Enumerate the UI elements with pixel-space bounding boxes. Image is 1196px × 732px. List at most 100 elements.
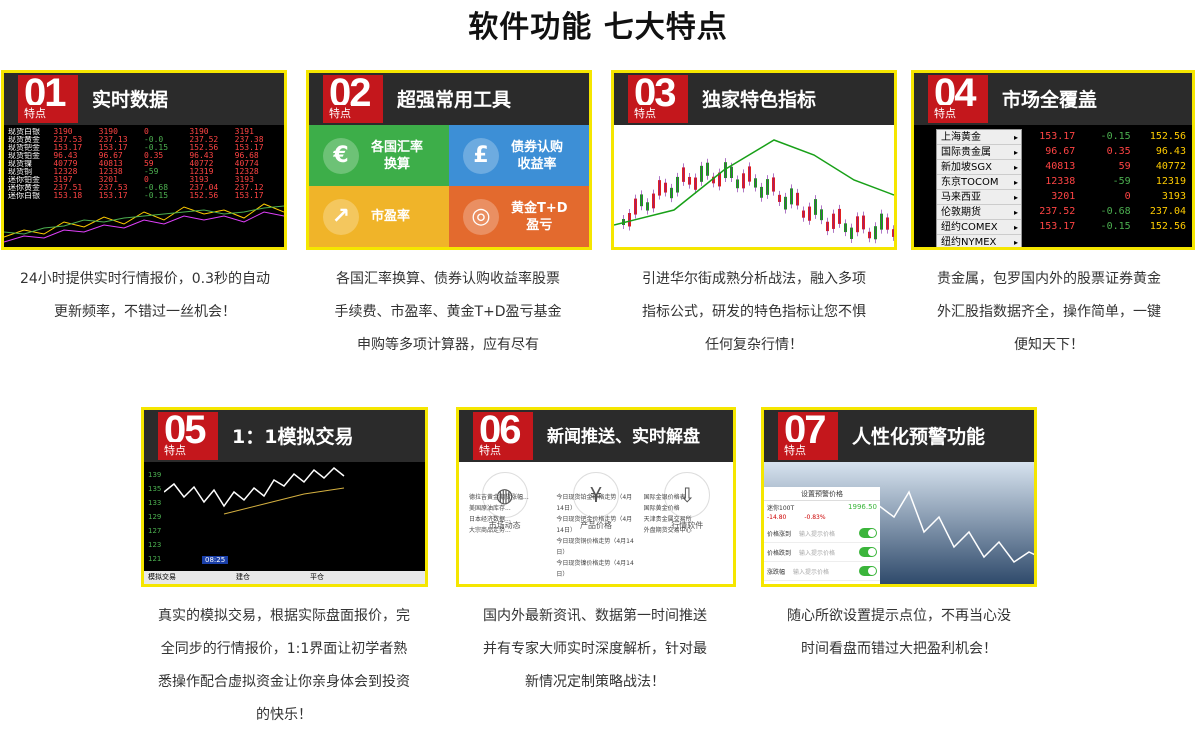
feature-card-1: 01 特点 实时数据 现货白银 3190 3190 0 3190 3191 现货黄金 237.5… <box>1 70 287 250</box>
news-item[interactable]: 外盘期货交易中心 <box>643 527 692 534</box>
market-menu-item[interactable]: 马来西亚 <box>937 190 1021 205</box>
ticker-row: 现货白银 3190 3190 0 3190 3191 <box>8 128 280 136</box>
news-item[interactable]: 日本经济数据... <box>469 516 511 523</box>
ticker-cell: -0.15 <box>143 192 169 200</box>
alert-row: 涨跌幅 输入提示价格 <box>764 581 880 588</box>
market-screenshot: 上海黄金国际贵金属新加坡SGX东京TOCOM马来西亚伦敦期货纽约COMEX纽约N… <box>914 125 1192 247</box>
market-cell: 0 <box>1124 191 1131 202</box>
card-header: 07 特点 人性化预警功能 <box>764 410 1034 462</box>
feature-badge: 04 特点 <box>928 73 988 123</box>
sim-trade-screenshot: 139 135 133 129 127 123 121 08:25 模拟交易 建仓 平仓 <box>144 462 425 584</box>
card-title: 新闻推送、实时解盘 <box>547 427 700 447</box>
ticker-cell: 96.43 <box>53 152 78 160</box>
market-menu-item[interactable]: 国际贵金属 <box>937 145 1021 160</box>
indicator-svg <box>614 139 894 244</box>
alert-row: 价格涨到 输入提示价格 <box>764 524 880 543</box>
alert-toggle[interactable] <box>859 547 877 557</box>
market-menu-item[interactable]: 东京TOCOM <box>937 175 1021 190</box>
page-title: 软件功能 七大特点 <box>468 10 728 45</box>
feature-badge: 02 特点 <box>323 73 383 123</box>
alert-toggle[interactable] <box>859 528 877 538</box>
alert-row-label: 价格涨到 <box>767 530 792 538</box>
market-menu-item[interactable]: 伦敦期货 <box>937 205 1021 220</box>
close-position-button[interactable]: 平仓 <box>310 573 324 581</box>
alert-row-label: 价格跌到 <box>767 549 792 557</box>
ticker-cell: 3201 <box>98 176 118 184</box>
news-category-icon: ◍ <box>481 472 528 518</box>
ticker-cell: 0 <box>143 128 149 136</box>
ticker-cell: 现货钯金 <box>8 144 40 152</box>
calculator-tile[interactable]: ◎ 黄金T+D 盈亏 <box>449 186 589 247</box>
news-category[interactable]: ◍ 市场动态 <box>475 472 535 531</box>
news-item[interactable]: 大宗商品走势... <box>469 527 511 534</box>
ticker-cell: 237.53 <box>98 184 128 192</box>
calculator-icon: € <box>323 137 359 174</box>
sim-footer: 模拟交易 建仓 平仓 <box>144 571 425 584</box>
feature-desc-5: 真实的模拟交易，根据实际盘面报价，完 全同步的行情报价，1:1界面让初学者熟 悉操作… <box>158 608 410 723</box>
news-column: 国际金银价格表 国际黄金价格天津贵金属交易所 外盘期货交易中心 <box>644 492 723 580</box>
news-item[interactable]: 德拉吉黄金期货涨幅... <box>469 494 529 501</box>
ticker-cell: 3193 <box>234 176 254 184</box>
calculator-tile[interactable]: £ 债券认购 收益率 <box>449 125 589 186</box>
alert-price-input[interactable]: 输入提示价格 <box>799 530 836 538</box>
card-title: 市场全覆盖 <box>1002 89 1098 111</box>
market-cell: 40813 <box>1045 161 1076 172</box>
feature-desc-6: 国内外最新资讯、数据第一时间推送 并有专家大师实时深度解析，针对最 新情况定制策略战… <box>483 608 707 690</box>
market-cell: 152.56 <box>1149 131 1186 142</box>
ticker-cell: 迷你黄金 <box>8 184 40 192</box>
feature-card-3: 03 特点 独家特色指标 <box>611 70 897 250</box>
ticker-cell: 237.52 <box>189 136 219 144</box>
news-item[interactable]: 今日现货铂金价格走势（4月14日） <box>556 494 633 512</box>
market-menu-item[interactable]: 上海黄金 <box>937 130 1021 145</box>
alert-row-label: 涨跌幅 <box>767 568 786 576</box>
market-row: 96.67 0.35 96.43 <box>1026 144 1192 159</box>
news-item[interactable]: 美国原油库存... <box>469 505 511 512</box>
ticker-row: 迷你白银 153.18 153.17 -0.15 152.56 153.17 <box>8 192 280 200</box>
news-item[interactable]: 天津贵金属交易所 <box>643 516 692 523</box>
market-menu-item[interactable]: 新加坡SGX <box>937 160 1021 175</box>
alert-price-input[interactable]: 输入提示价格 <box>793 586 829 588</box>
market-cell: 152.56 <box>1149 221 1186 232</box>
ticker-cell: 40774 <box>234 160 259 168</box>
calculator-tile[interactable]: € 各国汇率 换算 <box>309 125 449 186</box>
ticker-cell: -59 <box>143 168 159 176</box>
news-category[interactable]: ¥ 产品价格 <box>566 472 626 531</box>
ticker-cell: 0.35 <box>143 152 164 160</box>
sim-tab[interactable]: 模拟交易 <box>148 573 176 581</box>
market-cell: 12338 <box>1045 176 1076 187</box>
alert-price-input[interactable]: 输入提示价格 <box>793 568 830 576</box>
open-position-button[interactable]: 建仓 <box>236 573 250 581</box>
card-header: 04 特点 市场全覆盖 <box>914 73 1192 125</box>
market-menu-item[interactable]: 纽约NYMEX <box>937 235 1021 247</box>
market-cell: 237.52 <box>1039 206 1076 217</box>
market-cell: -0.15 <box>1100 221 1131 232</box>
market-menu-item[interactable]: 纽约COMEX <box>937 220 1021 235</box>
news-item[interactable]: 今日现货镍价格走势（4月14日） <box>556 560 634 578</box>
calculator-grid: € 各国汇率 换算 £ 债券认购 收益率 ↗ 市盈率 ◎ 黄金T+D 盈亏 <box>309 125 589 247</box>
news-category[interactable]: ⇩ 行情软件 <box>657 472 717 531</box>
ticker-cell: 40813 <box>98 160 123 168</box>
alert-toggle[interactable] <box>859 585 877 587</box>
feature-card-7: 07 特点 人性化预警功能 设置预警价格 迷你100T 1996.50 -14.8… <box>761 407 1037 587</box>
news-item[interactable]: 今日现货钯金价格走势（4月14日） <box>556 516 633 534</box>
feature-card-6: 06 特点 新闻推送、实时解盘 ◍ 市场动态 ¥ 产品价格 ⇩ 行情软件 德拉吉黄金期货涨幅… <box>456 407 736 587</box>
alert-screenshot: 设置预警价格 迷你100T 1996.50 -14.80 -0.83% 价格涨到输… <box>764 462 1034 584</box>
ticker-cell: 3191 <box>234 128 254 136</box>
ticker-cell: 152.56 <box>189 192 219 200</box>
news-item[interactable]: 国际金银价格表 <box>643 494 686 501</box>
ticker-cell: 152.56 <box>189 144 219 152</box>
card-title: 人性化预警功能 <box>852 426 986 448</box>
alert-price-input[interactable]: 输入提示价格 <box>799 549 836 557</box>
ticker-cell: 0 <box>143 176 149 184</box>
ticker-row: 现货钯金 153.17 153.17 -0.15 152.56 153.17 <box>8 144 280 152</box>
ticker-cell: 3197 <box>53 176 73 184</box>
news-item[interactable]: 今日现货铜价格走势（4月14日） <box>556 538 634 556</box>
ticker-cell: 3193 <box>189 176 209 184</box>
news-item[interactable]: 国际黄金价格 <box>643 505 680 512</box>
news-category-label: 产品价格 <box>579 521 612 530</box>
ticker-cell: 3190 <box>98 128 118 136</box>
calculator-icon: ◎ <box>463 198 499 235</box>
alert-toggle[interactable] <box>859 566 877 576</box>
calculator-tile[interactable]: ↗ 市盈率 <box>309 186 449 247</box>
